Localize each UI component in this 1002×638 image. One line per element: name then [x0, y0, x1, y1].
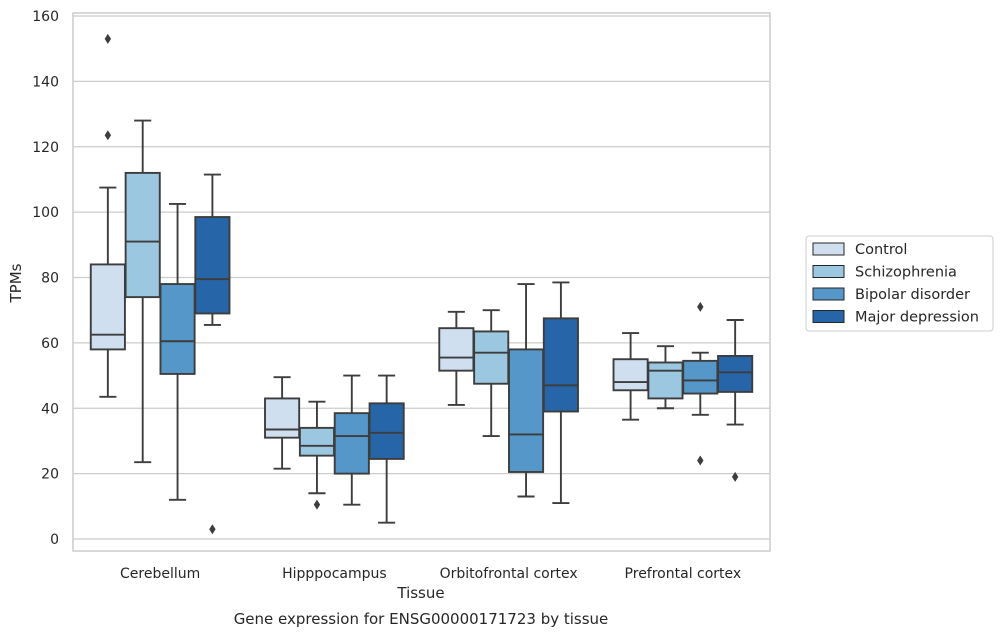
- box-body: [438, 327, 475, 372]
- chart-caption: Gene expression for ENSG00000171723 by t…: [234, 610, 609, 628]
- box-schizophrenia: [298, 400, 335, 510]
- box-body: [298, 426, 335, 457]
- legend-label: Major depression: [855, 310, 979, 326]
- legend-swatch: [812, 287, 845, 301]
- box-control: [612, 332, 649, 421]
- box-schizophrenia: [647, 345, 684, 410]
- y-tick-label: 40: [41, 401, 59, 417]
- y-tick-label: 100: [32, 205, 59, 221]
- x-tick-label: Hipppocampus: [282, 566, 387, 582]
- legend-frame: [805, 235, 994, 332]
- box-body: [194, 216, 231, 315]
- box-body: [264, 397, 301, 439]
- box-bipolar-disorder: [508, 283, 545, 498]
- legend-swatch: [812, 242, 845, 256]
- box-body: [473, 330, 510, 385]
- x-axis-title: Tissue: [396, 584, 444, 602]
- box-major-depression: [194, 173, 231, 535]
- outlier-point: [313, 499, 321, 510]
- plot-frame: [72, 12, 771, 552]
- y-axis-title: TPMs: [7, 263, 25, 303]
- legend: Control Schizophrenia Bipolar disorder Majo…: [805, 235, 994, 332]
- y-tick-label: 120: [32, 140, 59, 156]
- box-body: [647, 361, 684, 400]
- box-body: [717, 355, 754, 393]
- box-body: [682, 359, 719, 395]
- box-control: [264, 376, 301, 470]
- legend-swatch: [812, 310, 845, 323]
- box-body: [508, 348, 545, 473]
- box-control: [438, 310, 475, 406]
- box-body: [89, 263, 126, 351]
- y-tick-label: 80: [41, 271, 59, 287]
- box-bipolar-disorder: [159, 203, 196, 501]
- plot-area: [73, 13, 770, 551]
- outlier-point: [209, 524, 216, 535]
- box-major-depression: [542, 281, 579, 504]
- legend-label: Bipolar disorder: [855, 287, 970, 303]
- y-tick-label: 0: [50, 532, 59, 548]
- box-major-depression: [717, 319, 754, 482]
- box-body: [368, 402, 405, 460]
- x-tick-label: Cerebellum: [120, 566, 200, 582]
- outlier-point: [731, 471, 739, 482]
- box-bipolar-disorder: [682, 301, 719, 466]
- outlier-point: [697, 301, 704, 312]
- box-body: [124, 171, 161, 299]
- y-tick-label: 160: [32, 9, 59, 25]
- outlier-point: [697, 455, 704, 466]
- x-tick-label: Prefrontal cortex: [625, 566, 742, 582]
- box-body: [159, 283, 196, 375]
- box-major-depression: [368, 374, 405, 524]
- x-tick-label: Orbitofrontal cortex: [440, 566, 578, 582]
- y-tick-labels: 0 20 40 60 80 100 120 140 160: [32, 9, 59, 548]
- box-body: [612, 358, 649, 392]
- legend-label: Control: [855, 242, 907, 258]
- y-tick-label: 140: [32, 74, 59, 90]
- outlier-point: [104, 33, 112, 44]
- box-bipolar-disorder: [333, 374, 370, 506]
- y-tick-label: 20: [41, 467, 59, 483]
- box-schizophrenia: [124, 119, 161, 464]
- box-groups: [89, 33, 754, 535]
- y-tick-label: 60: [41, 336, 59, 352]
- box-body: [542, 317, 579, 413]
- box-body: [333, 412, 370, 475]
- x-tick-labels: Cerebellum Hipppocampus Orbitofrontal cort…: [120, 566, 741, 582]
- box-control: [89, 33, 126, 398]
- legend-swatch: [812, 265, 845, 278]
- outlier-point: [104, 130, 112, 141]
- legend-label: Schizophrenia: [855, 265, 957, 281]
